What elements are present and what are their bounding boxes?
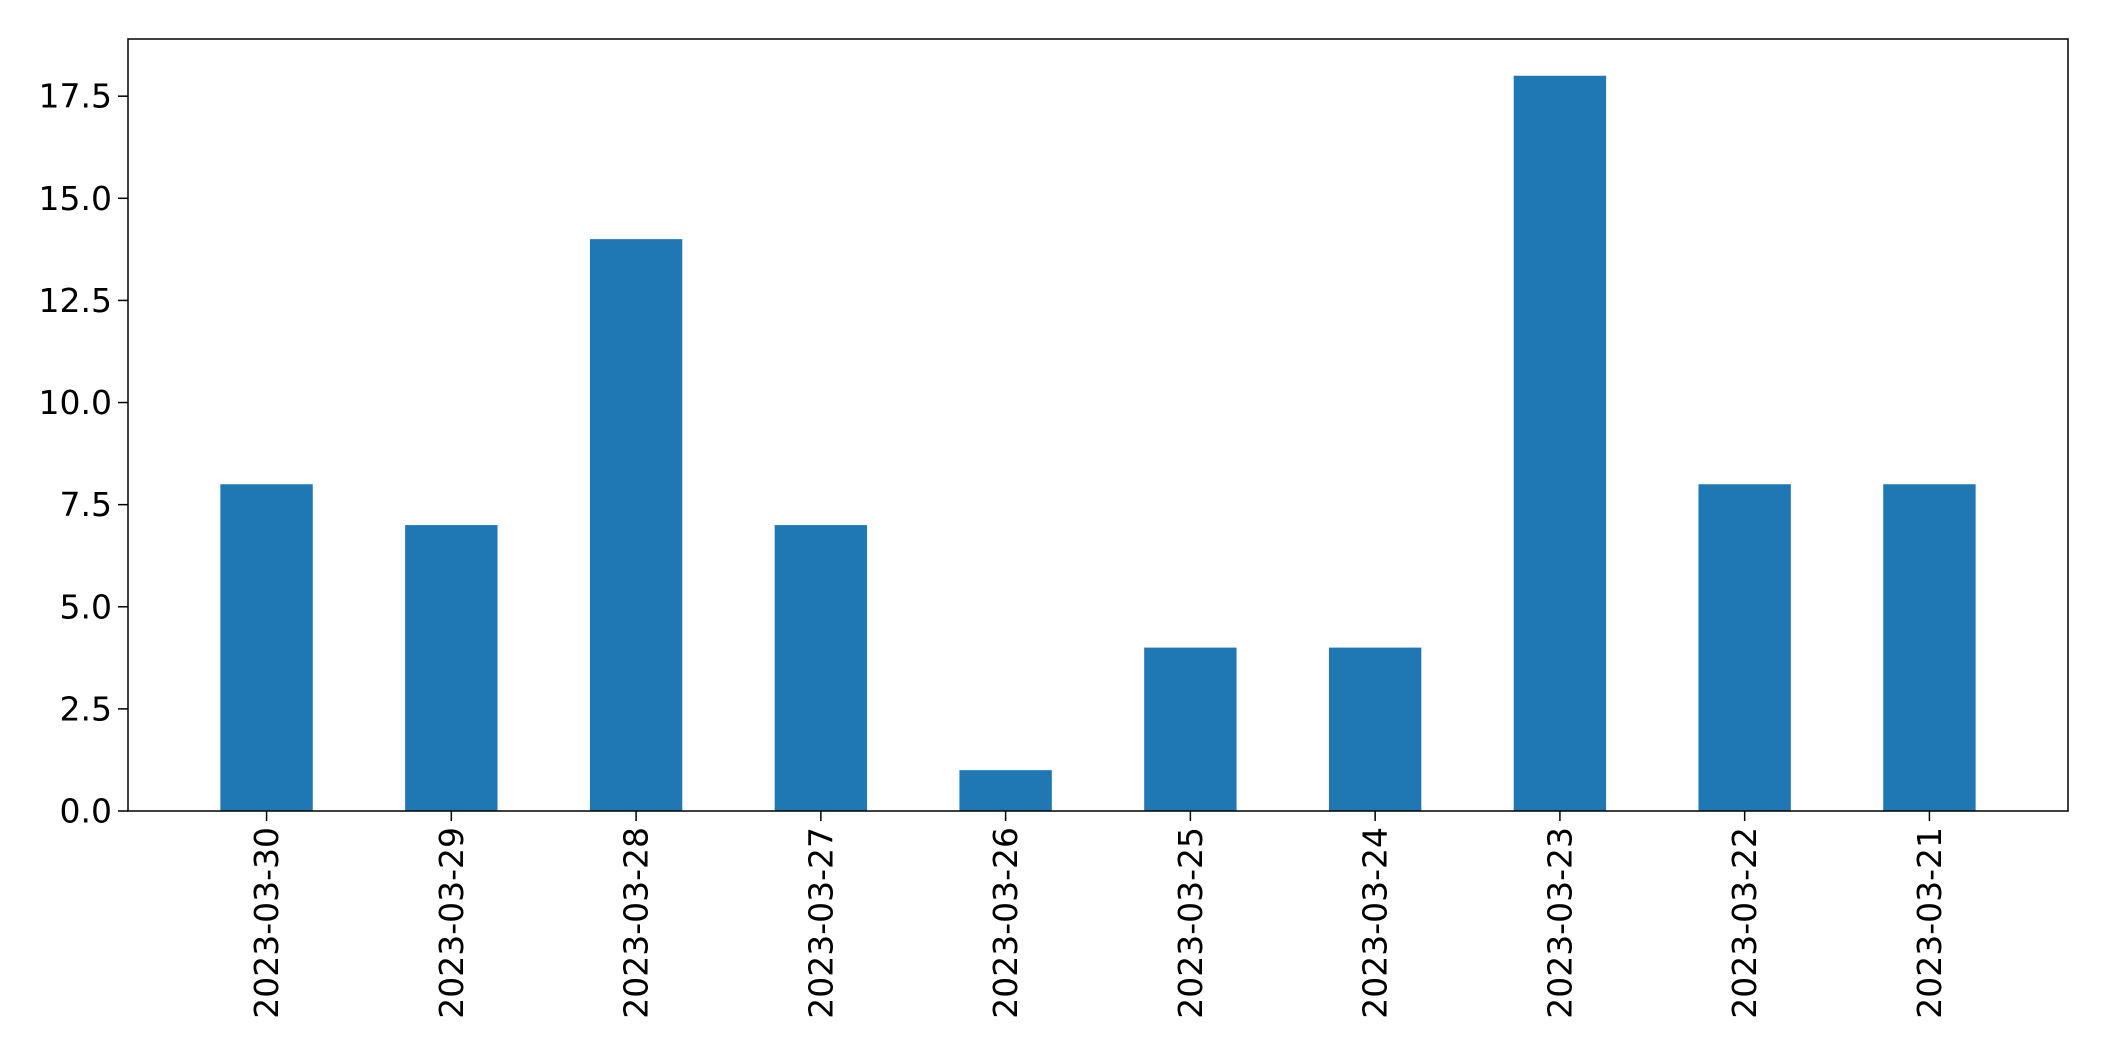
y-tick-label: 12.5 bbox=[39, 281, 112, 320]
bar-2023-03-30 bbox=[220, 484, 313, 811]
y-tick-label: 7.5 bbox=[60, 485, 112, 524]
y-tick-label: 5.0 bbox=[60, 587, 112, 626]
bar-2023-03-28 bbox=[589, 239, 683, 811]
x-tick-label: 2023-03-24 bbox=[1356, 827, 1395, 1019]
x-tick-label: 2023-03-22 bbox=[1725, 827, 1764, 1019]
y-tick-label: 0.0 bbox=[60, 792, 112, 831]
bar-2023-03-26 bbox=[959, 770, 1052, 811]
x-axis: 2023-03-30 2023-03-29 2023-03-28 2023-03-27… bbox=[247, 811, 1949, 1019]
bar-2023-03-24 bbox=[1328, 647, 1422, 811]
x-tick-label: 2023-03-29 bbox=[432, 827, 471, 1019]
bar-series bbox=[220, 75, 1976, 811]
y-tick-label: 17.5 bbox=[39, 77, 112, 116]
y-axis: 0.0 2.5 5.0 7.5 10.0 12.5 15.0 17.5 bbox=[39, 77, 128, 831]
y-tick-label: 15.0 bbox=[39, 179, 112, 218]
bar-2023-03-22 bbox=[1698, 484, 1791, 811]
x-tick-label: 2023-03-23 bbox=[1540, 827, 1579, 1019]
x-tick-label: 2023-03-28 bbox=[617, 827, 656, 1019]
x-tick-label: 2023-03-21 bbox=[1910, 827, 1949, 1019]
y-tick-label: 2.5 bbox=[60, 689, 112, 728]
x-tick-label: 2023-03-27 bbox=[801, 827, 840, 1019]
x-tick-label: 2023-03-25 bbox=[1171, 827, 1210, 1019]
x-tick-label: 2023-03-30 bbox=[247, 827, 286, 1019]
bar-2023-03-29 bbox=[405, 525, 498, 811]
bar-2023-03-23 bbox=[1513, 75, 1607, 811]
x-tick-label: 2023-03-26 bbox=[986, 827, 1025, 1019]
plot-frame bbox=[127, 38, 2069, 812]
bar-2023-03-21 bbox=[1883, 484, 1976, 811]
bar-2023-03-25 bbox=[1144, 647, 1237, 811]
bar-2023-03-27 bbox=[774, 525, 868, 811]
y-tick-label: 10.0 bbox=[39, 383, 112, 422]
